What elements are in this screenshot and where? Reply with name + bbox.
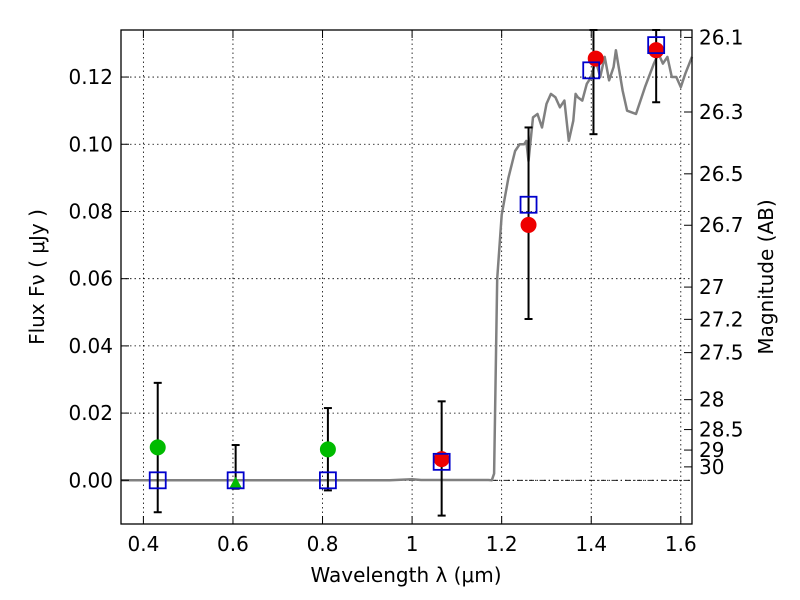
ticks [121,30,692,524]
right-tick-label: 28.5 [699,418,744,442]
data-point-square [582,61,601,80]
data-point-square [148,471,167,490]
y-tick-labels: 0.00 0.02 0.04 0.06 0.08 0.10 0.12 [68,65,113,492]
marker-layer [148,36,666,490]
data-point-square [519,195,538,214]
data-point-square [432,452,451,471]
right-tick-label: 27.2 [699,307,744,331]
spectrum-layer [121,48,694,482]
x-tick-label: 1.6 [665,532,697,556]
data-point-circle [149,439,166,456]
y-tick-label: 0.00 [68,468,113,492]
x-tick-label: 0.8 [307,532,339,556]
x-tick-label: 0.4 [127,532,159,556]
x-tick-labels: 0.4 0.6 0.8 1 1.2 1.4 1.6 [127,532,696,556]
right-tick-label: 26.7 [699,213,744,237]
right-tick-label: 26.1 [699,25,744,49]
grid [121,30,692,524]
data-point-square [319,471,337,490]
right-tick-label: 26.5 [699,162,744,186]
right-tick-label: 26.3 [699,100,744,124]
right-tick-label: 27.5 [699,341,744,365]
y-tick-label: 0.06 [68,267,113,291]
y-tick-label: 0.02 [68,401,113,425]
data-point-circle [587,50,604,67]
data-point-circle [648,42,665,59]
x-tick-label: 1 [406,532,419,556]
data-point-triangle [229,476,242,488]
data-point-circle [520,216,537,233]
x-tick-label: 1.4 [575,532,607,556]
data-point-square [647,36,666,55]
right-tick-label: 27 [699,275,724,299]
right-axis-label: Magnitude (AB) [754,199,778,354]
errorbar-layer [153,29,661,517]
data-point-circle [319,441,336,458]
right-tick-label: 29 [699,438,724,462]
y-axis-label: Flux Fν ( μJy ) [25,209,49,345]
data-point-square [226,471,245,490]
right-tick-label: 28 [699,388,724,412]
y-tick-label: 0.12 [68,65,113,89]
y-tick-label: 0.10 [68,132,113,156]
right-tick-label: 30 [699,455,724,479]
x-tick-label: 1.2 [486,532,518,556]
x-tick-label: 0.6 [217,532,249,556]
plot-frame [120,29,693,525]
y-tick-label: 0.04 [68,334,113,358]
y-tick-label: 0.08 [68,199,113,223]
x-axis-label: Wavelength λ (μm) [310,563,501,587]
model-spectrum-line [121,48,694,482]
